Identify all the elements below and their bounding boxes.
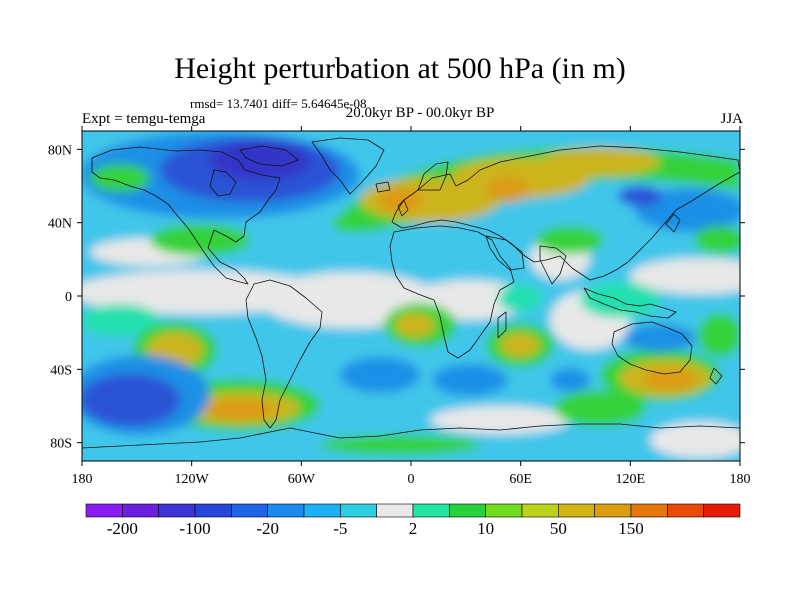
- coastline-new-zealand: [709, 367, 723, 385]
- lat-tick-label: 40S: [50, 363, 72, 378]
- field-patch: [635, 188, 740, 232]
- contour-field: [82, 131, 740, 461]
- colorbar-swatch: [376, 503, 414, 518]
- lat-tick-label: 0: [65, 290, 72, 305]
- field-patch: [540, 148, 660, 176]
- field-patch: [698, 313, 740, 357]
- field-patch: [82, 304, 160, 336]
- lon-tick-label: 0: [408, 472, 415, 487]
- colorbar-label: -100: [179, 519, 210, 538]
- field-patch: [486, 178, 530, 202]
- field-patch: [650, 422, 740, 458]
- field-patch: [500, 333, 540, 357]
- statistics-label: rmsd= 13.7401 diff= 5.64645e-08: [190, 96, 367, 111]
- field-patch: [644, 370, 696, 390]
- lon-tick-label: 60E: [509, 472, 532, 487]
- colorbar-swatch: [449, 503, 486, 518]
- colorbar-swatch: [303, 503, 341, 518]
- colorbar-label: -200: [107, 519, 138, 538]
- colorbar-label: -5: [333, 519, 347, 538]
- coastline-north-america: [91, 146, 281, 285]
- season-label: JJA: [720, 111, 743, 127]
- lat-tick-label: 80N: [48, 143, 72, 158]
- colorbar-swatch: [85, 503, 123, 518]
- coastline-australia: [611, 321, 693, 375]
- colorbar-swatch: [558, 503, 595, 518]
- coastline-arabia: [485, 235, 525, 271]
- lat-tick-label: 40N: [48, 217, 72, 232]
- colorbar-swatch: [231, 503, 268, 518]
- coastline-hudson-bay: [209, 169, 237, 197]
- colorbar-swatch: [158, 503, 196, 518]
- field-patch: [630, 258, 740, 294]
- lon-tick-label: 120E: [616, 472, 646, 487]
- colorbar-swatch: [122, 503, 159, 518]
- colorbar-swatch: [521, 503, 559, 518]
- field-patch: [432, 364, 508, 396]
- colorbar-swatch: [667, 503, 704, 518]
- colorbar-label: 150: [618, 519, 644, 538]
- colorbar-swatch: [267, 503, 305, 518]
- colorbar-swatch: [194, 503, 232, 518]
- lon-tick-label: 180: [730, 472, 751, 487]
- field-patch: [395, 313, 435, 337]
- map-axes: 180 120W 60W 0 60E 120E 180 80N 40N 0 40S 80S: [48, 126, 751, 487]
- field-patch: [340, 357, 420, 393]
- coastline-indonesia: [583, 287, 677, 319]
- field-patch: [536, 226, 604, 254]
- experiment-label: Expt = temgu-temga: [82, 111, 206, 127]
- lon-tick-label: 180: [72, 472, 93, 487]
- coastline-japan: [665, 213, 681, 233]
- lon-tick-label: 120W: [175, 472, 210, 487]
- colorbar-label: 2: [409, 519, 418, 538]
- field-patch: [554, 390, 646, 426]
- coastline-greenland: [311, 137, 385, 195]
- colorbar-label: 10: [477, 519, 494, 538]
- coastline-arctic-islands: [239, 145, 299, 167]
- colorbar: -200 -100 -20 -5 2 10 50 150: [85, 503, 741, 538]
- field-patch: [90, 164, 150, 192]
- coastlines: [82, 137, 740, 449]
- field-patch: [624, 324, 696, 352]
- coastline-madagascar: [497, 311, 507, 339]
- coastline-antarctica: [82, 423, 740, 449]
- field-patch: [550, 368, 590, 392]
- coastline-india: [539, 245, 567, 285]
- coastline-eurasia: [391, 145, 740, 281]
- coastline-south-america: [245, 279, 323, 429]
- colorbar-swatch: [485, 503, 523, 518]
- field-patch: [378, 188, 422, 212]
- period-label: 20.0kyr BP - 00.0kyr BP: [345, 105, 495, 121]
- coastline-scandinavia: [417, 161, 449, 191]
- colorbar-swatch: [630, 503, 668, 518]
- coastline-iceland: [375, 181, 391, 193]
- lat-tick-label: 80S: [50, 437, 72, 452]
- colorbar-swatch: [412, 503, 450, 518]
- coastline-british-isles: [397, 199, 409, 217]
- colorbar-label: 50: [550, 519, 567, 538]
- field-patch: [580, 282, 660, 318]
- lon-tick-label: 60W: [288, 472, 316, 487]
- field-patch: [82, 374, 180, 426]
- field-patch: [618, 186, 662, 206]
- field-patch: [694, 226, 740, 254]
- coastline-africa: [389, 225, 515, 359]
- colorbar-label: -20: [256, 519, 279, 538]
- field-patch: [320, 435, 480, 455]
- field-patch: [498, 284, 542, 312]
- field-patch: [206, 400, 274, 420]
- colorbar-swatch: [703, 503, 741, 518]
- field-patch: [430, 406, 570, 434]
- colorbar-swatch: [340, 503, 377, 518]
- colorbar-swatch: [594, 503, 632, 518]
- map-title: Height perturbation at 500 hPa (in m): [174, 52, 626, 85]
- field-patch: [150, 224, 250, 256]
